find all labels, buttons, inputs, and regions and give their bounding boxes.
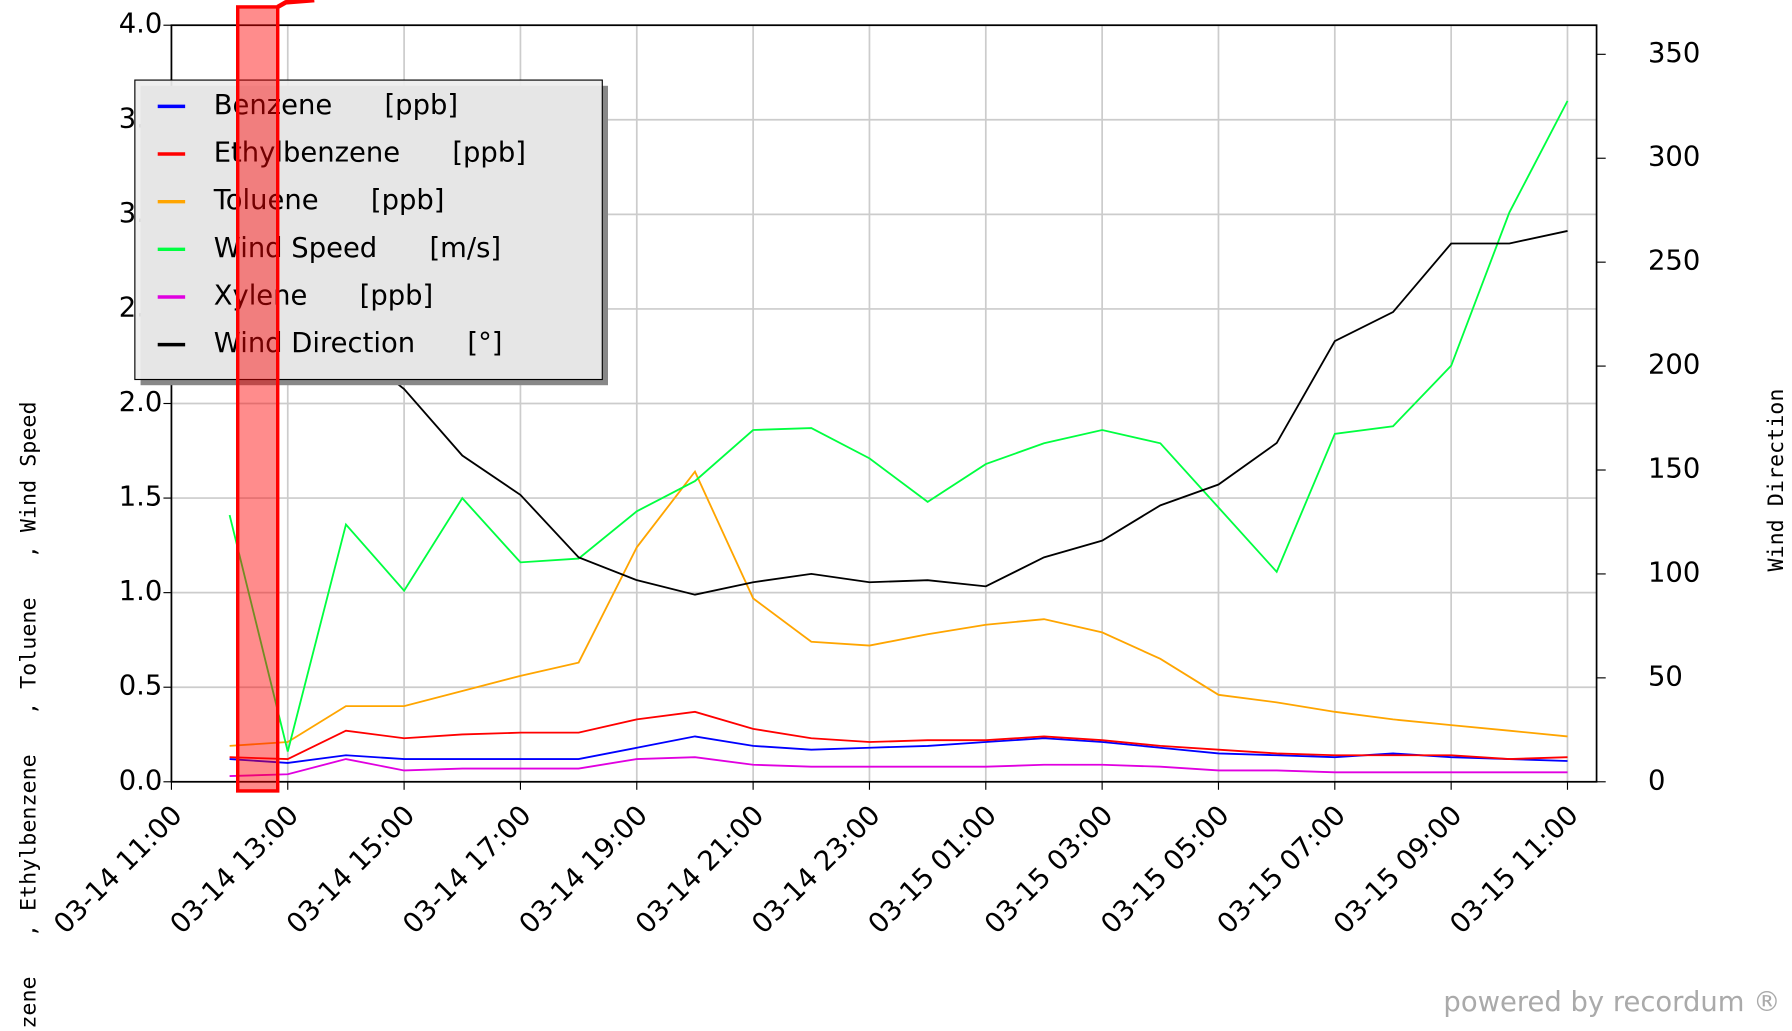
y-tick-label: 0.5 <box>119 671 163 702</box>
legend-label: Ethylbenzene [ppb] <box>214 138 526 169</box>
legend: Benzene [ppb] Ethylbenzene [ppb] Toluene [… <box>134 79 609 386</box>
series-line <box>229 735 1568 764</box>
y2-tick-label: 350 <box>1648 38 1700 69</box>
y-tick-label: 4.0 <box>119 9 163 40</box>
y2-tick-label: 200 <box>1648 350 1700 381</box>
y-tick-label: 2.0 <box>119 387 163 418</box>
lines <box>228 100 1569 777</box>
y-axis-label: zene , Ethylbenzene , Toluene , Wind Spe… <box>17 401 42 1028</box>
legend-label: Xylene [ppb] <box>214 280 434 311</box>
y2-tick-label: 300 <box>1648 142 1700 173</box>
y-tick-label: 0.0 <box>119 765 163 796</box>
y2-tick-label: 50 <box>1648 661 1683 692</box>
series-line <box>228 100 1569 752</box>
legend-label: Wind Speed [m/s] <box>214 233 501 264</box>
y2-tick-label: 100 <box>1648 557 1700 588</box>
y2-tick-label: 150 <box>1648 454 1700 485</box>
footer: powered by recordum ® <box>1443 987 1780 1018</box>
series-line <box>229 469 1568 747</box>
y2-tick-label: 0 <box>1648 765 1665 796</box>
legend-box <box>134 79 603 381</box>
legend-label: Benzene [ppb] <box>214 90 458 121</box>
y2-axis-label: Wind Direction <box>1764 389 1789 572</box>
series-line <box>229 756 1568 777</box>
highlight-mark <box>276 0 315 9</box>
y-tick-label: 1.5 <box>119 482 163 513</box>
highlight-box <box>236 5 280 793</box>
legend-label: Toluene [ppb] <box>213 185 445 216</box>
legend-label: Wind Direction [°] <box>214 328 503 359</box>
series-line <box>229 230 1568 596</box>
y2-tick-label: 250 <box>1648 246 1700 277</box>
series-line <box>229 710 1568 760</box>
y-tick-label: 1.0 <box>119 576 163 607</box>
